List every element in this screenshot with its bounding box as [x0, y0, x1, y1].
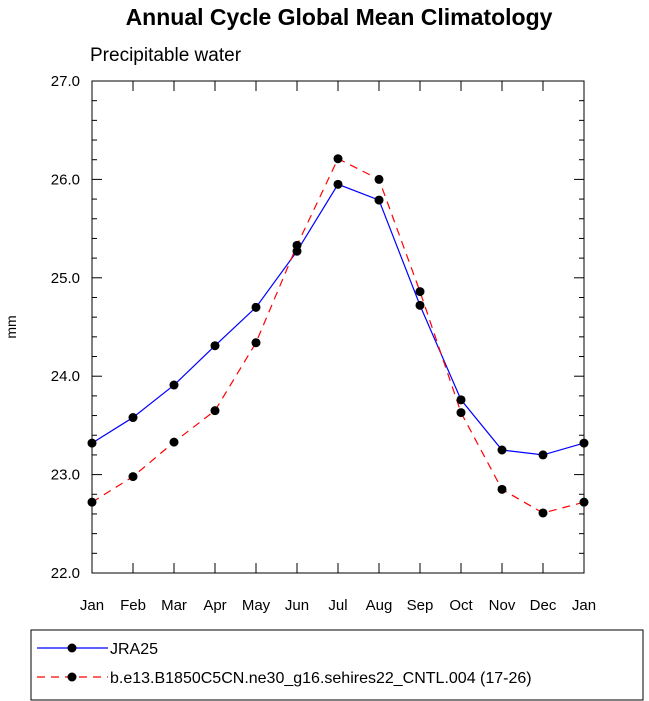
legend-marker-jra25: [67, 643, 77, 653]
y-tick-label: 26.0: [51, 171, 80, 188]
series-0-point: [456, 395, 466, 405]
y-tick-label: 27.0: [51, 73, 80, 90]
x-tick-label: Mar: [161, 597, 187, 614]
x-tick-label: May: [242, 597, 271, 614]
chart-subtitle: Precipitable water: [90, 45, 242, 66]
y-axis-label: mm: [3, 315, 19, 338]
series-0-point: [538, 450, 548, 460]
series-points: [87, 154, 589, 518]
series-1-point: [415, 287, 425, 297]
x-tick-label: Nov: [489, 597, 516, 614]
series-1-point: [128, 472, 138, 482]
y-tick-label: 23.0: [51, 467, 80, 484]
series-0-point: [415, 300, 425, 310]
series-1-point: [456, 408, 466, 418]
series-1-point: [333, 154, 343, 164]
legend: JRA25 b.e13.B1850C5CN.ne30_g16.sehires22…: [30, 629, 644, 701]
series-0-point: [169, 380, 179, 390]
series-0-point: [251, 302, 261, 312]
y-tick-labels: 22.0 23.0 24.0 25.0 26.0 27.0: [51, 73, 80, 582]
x-tick-label: Jun: [285, 597, 309, 614]
series-1-point: [87, 497, 97, 507]
series-1-point: [251, 338, 261, 348]
x-tick-labels: Jan Feb Mar Apr May Jun Jul Aug Sep Oct Nov Dec Jan: [80, 597, 596, 614]
x-tick-label: Sep: [407, 597, 434, 614]
x-tick-label: Feb: [120, 597, 146, 614]
legend-marker-model: [67, 672, 77, 682]
axis-ticks: [91, 80, 585, 574]
chart-title: Annual Cycle Global Mean Climatology: [126, 4, 553, 30]
series-1-point: [579, 497, 589, 507]
x-tick-label: Oct: [449, 597, 473, 614]
series-1-point: [210, 406, 220, 416]
x-tick-label: Apr: [203, 597, 226, 614]
series-1-point: [374, 174, 384, 184]
legend-label-jra25: JRA25: [110, 641, 158, 658]
x-tick-label: Jan: [80, 597, 104, 614]
series-0-point: [210, 341, 220, 351]
series-0-point: [374, 195, 384, 205]
series-lines: [91, 157, 585, 514]
series-line-0: [91, 183, 585, 456]
series-line-1: [91, 157, 585, 514]
series-1-point: [538, 508, 548, 518]
x-tick-label: Jan: [572, 597, 596, 614]
x-tick-label: Aug: [366, 597, 393, 614]
y-tick-label: 25.0: [51, 270, 80, 287]
series-0-point: [333, 179, 343, 189]
series-1-point: [497, 484, 507, 494]
legend-box: [30, 629, 644, 701]
y-tick-label: 22.0: [51, 565, 80, 582]
x-tick-label: Jul: [328, 597, 347, 614]
series-1-point: [292, 240, 302, 250]
x-tick-label: Dec: [530, 597, 557, 614]
series-0-point: [128, 413, 138, 423]
y-tick-label: 24.0: [51, 368, 80, 385]
legend-label-model: b.e13.B1850C5CN.ne30_g16.sehires22_CNTL.…: [110, 670, 532, 687]
series-0-point: [497, 445, 507, 455]
series-0-point: [579, 438, 589, 448]
series-0-point: [87, 438, 97, 448]
series-1-point: [169, 437, 179, 447]
